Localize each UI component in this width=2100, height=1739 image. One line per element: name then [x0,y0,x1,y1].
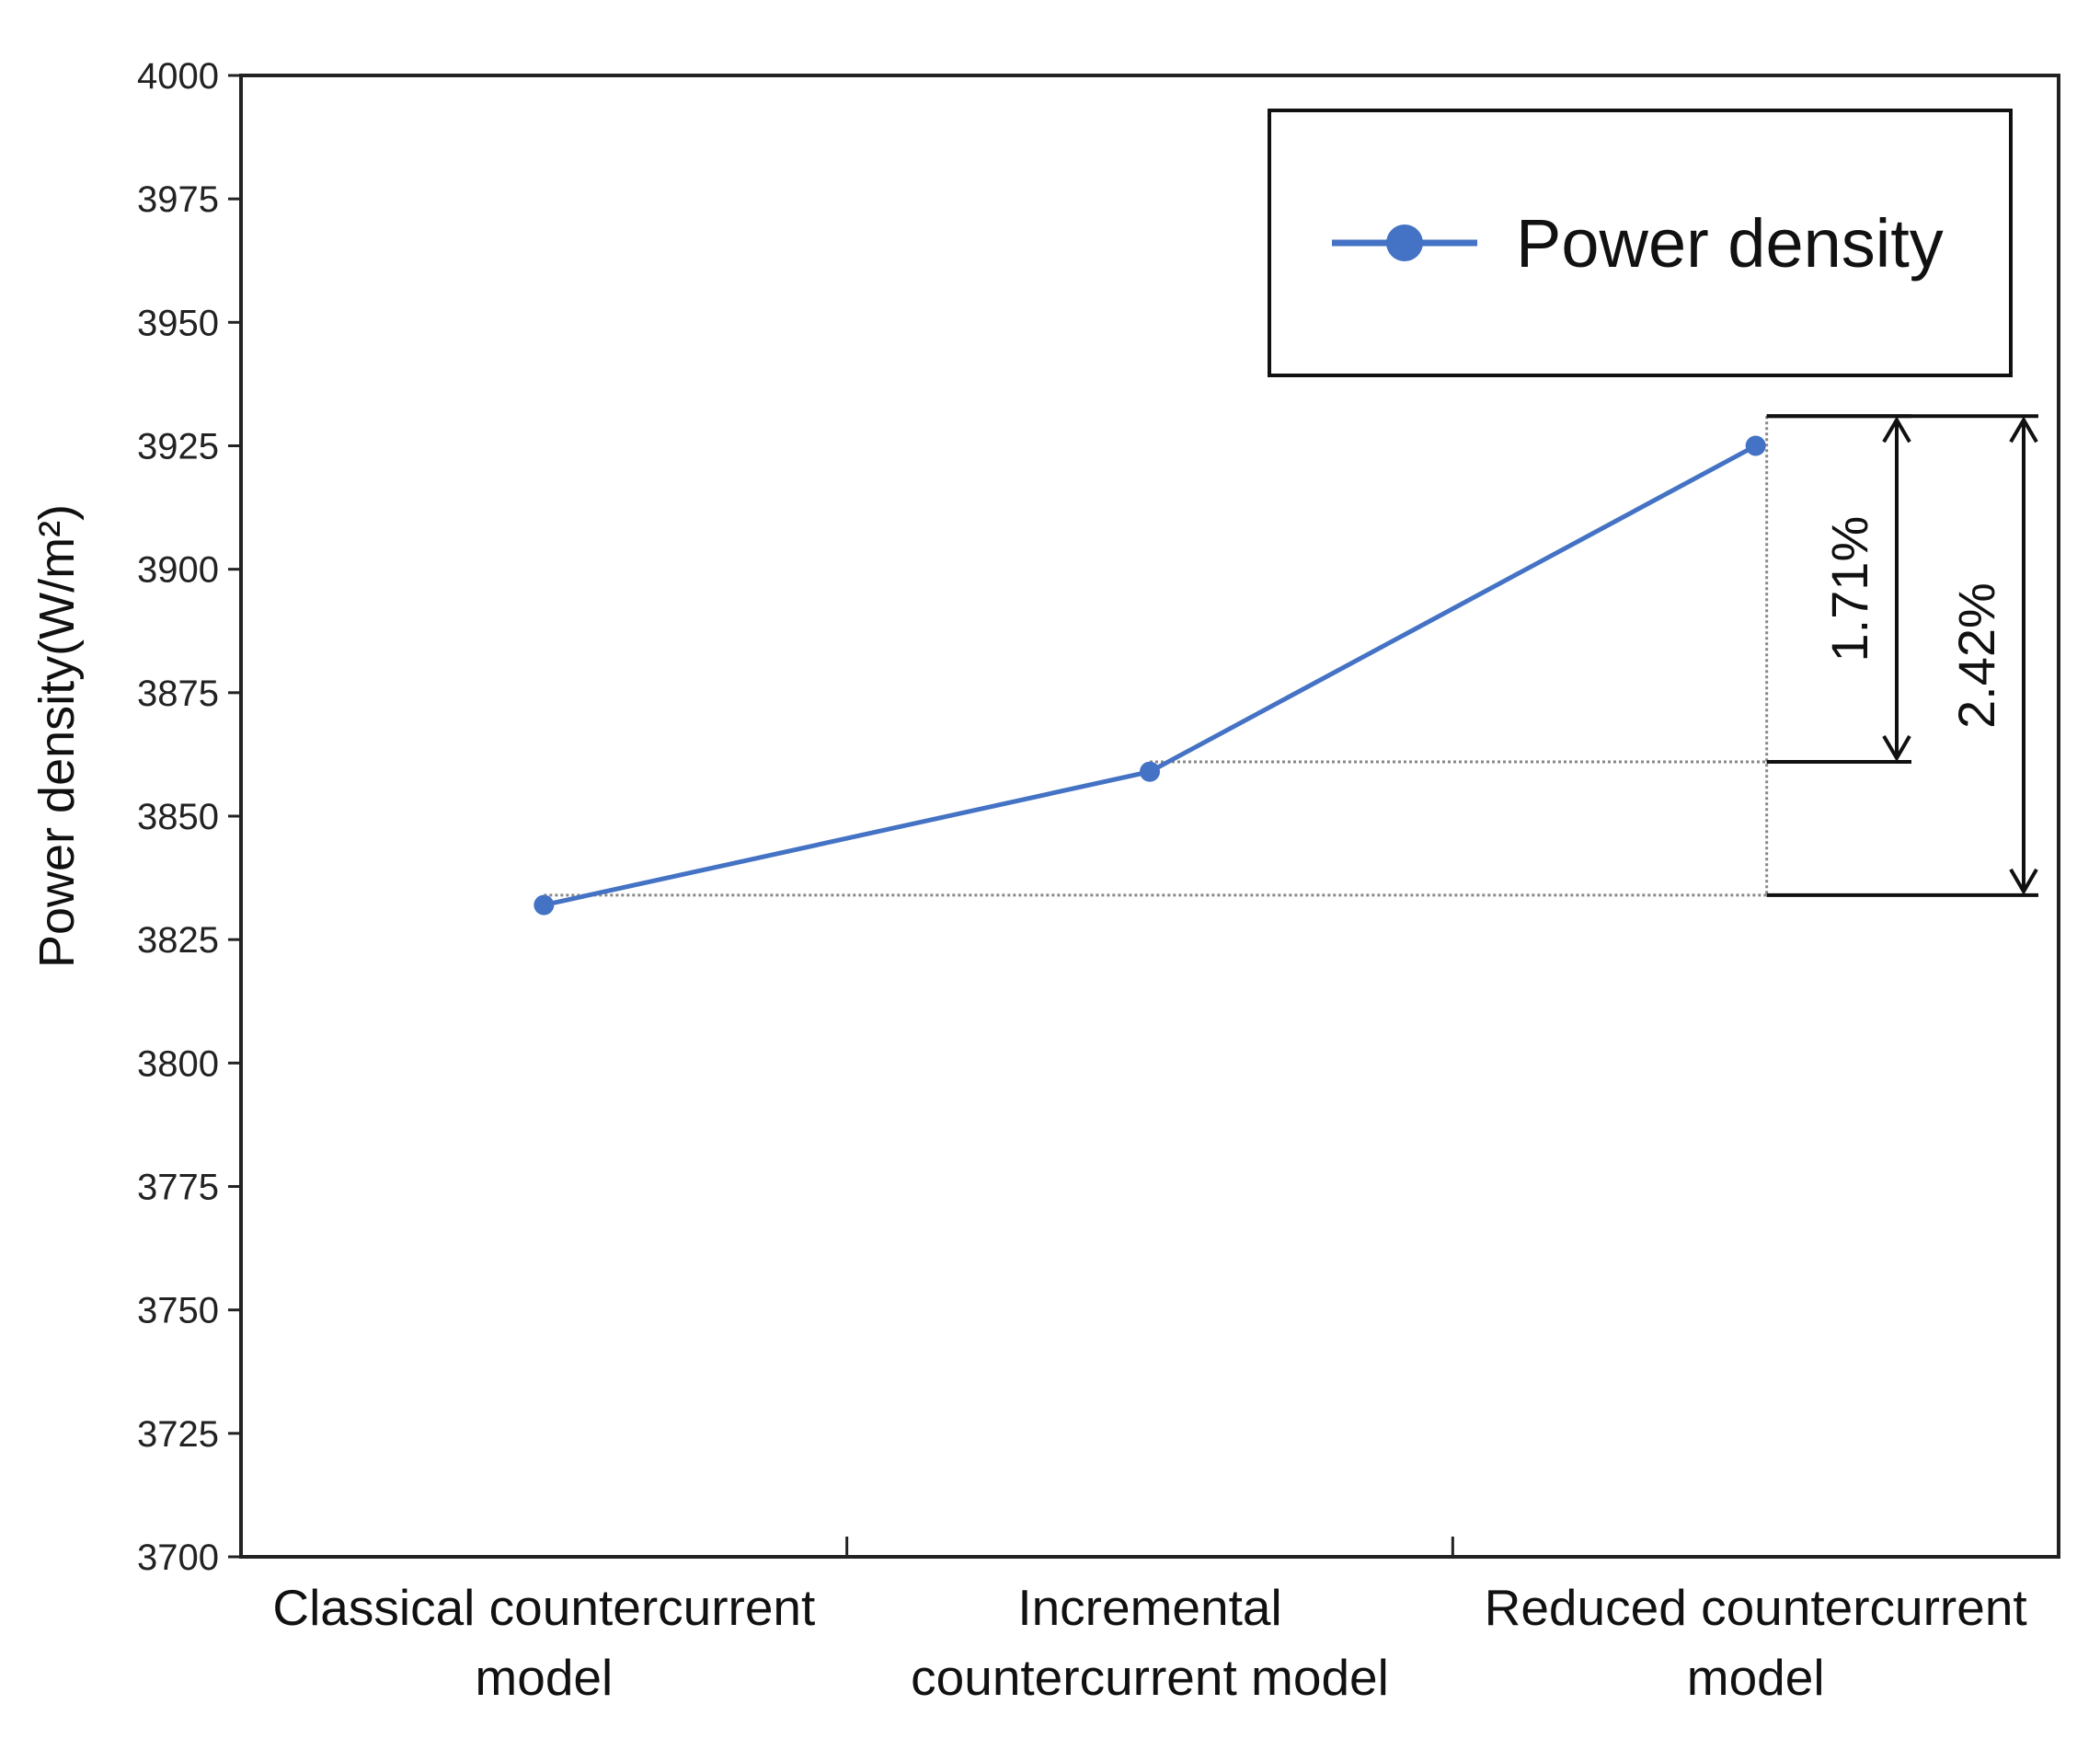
legend-label: Power density [1516,205,1944,282]
y-axis-ticks: 3700 3725 3750 3775 3800 3825 3850 3875 3900 3925… [137,56,241,1578]
series-line [543,443,1757,908]
y-tick-label: 3725 [137,1414,219,1455]
y-tick-label: 3875 [137,674,219,714]
y-tick-label: 3850 [137,797,219,837]
y-tick-label: 3900 [137,550,219,591]
y-axis-title: Power density(W/m²) [29,504,85,968]
annotation-arrow-head-up [2009,416,2038,443]
series-group [534,435,1766,916]
reference-lines [544,416,1769,897]
legend-marker [1386,225,1423,261]
legend: Power density [1268,109,2013,377]
y-tick-label: 3700 [137,1537,219,1578]
y-tick-label: 3825 [137,920,219,961]
data-point [1745,435,1766,456]
y-tick-label: 3925 [137,427,219,467]
annotation-arrow-head-down [2009,868,2038,895]
annotation-label: 1.71% [1820,516,1878,662]
x-axis-ticks: Classical countercurrent model Incremental… [272,1537,2027,1706]
annotation-label: 2.42% [1947,582,2005,729]
y-tick-label: 3775 [137,1168,219,1208]
data-point [1140,761,1160,782]
y-tick-label: 3800 [137,1043,219,1084]
x-category-label: Incremental countercurrent model [911,1579,1389,1706]
percentage-annotations: 1.71% 2.42% [1766,414,2038,897]
y-tick-label: 3750 [137,1291,219,1331]
y-tick-label: 3975 [137,179,219,220]
annotation-arrow-head-up [1882,416,1911,443]
annotation-arrow-head-down [1882,734,1911,762]
data-point [534,894,555,916]
x-category-label: Classical countercurrent model [272,1579,815,1706]
y-tick-label: 3950 [137,303,219,343]
x-category-label: Reduced countercurrent model [1485,1579,2027,1706]
y-tick-label: 4000 [137,56,219,97]
